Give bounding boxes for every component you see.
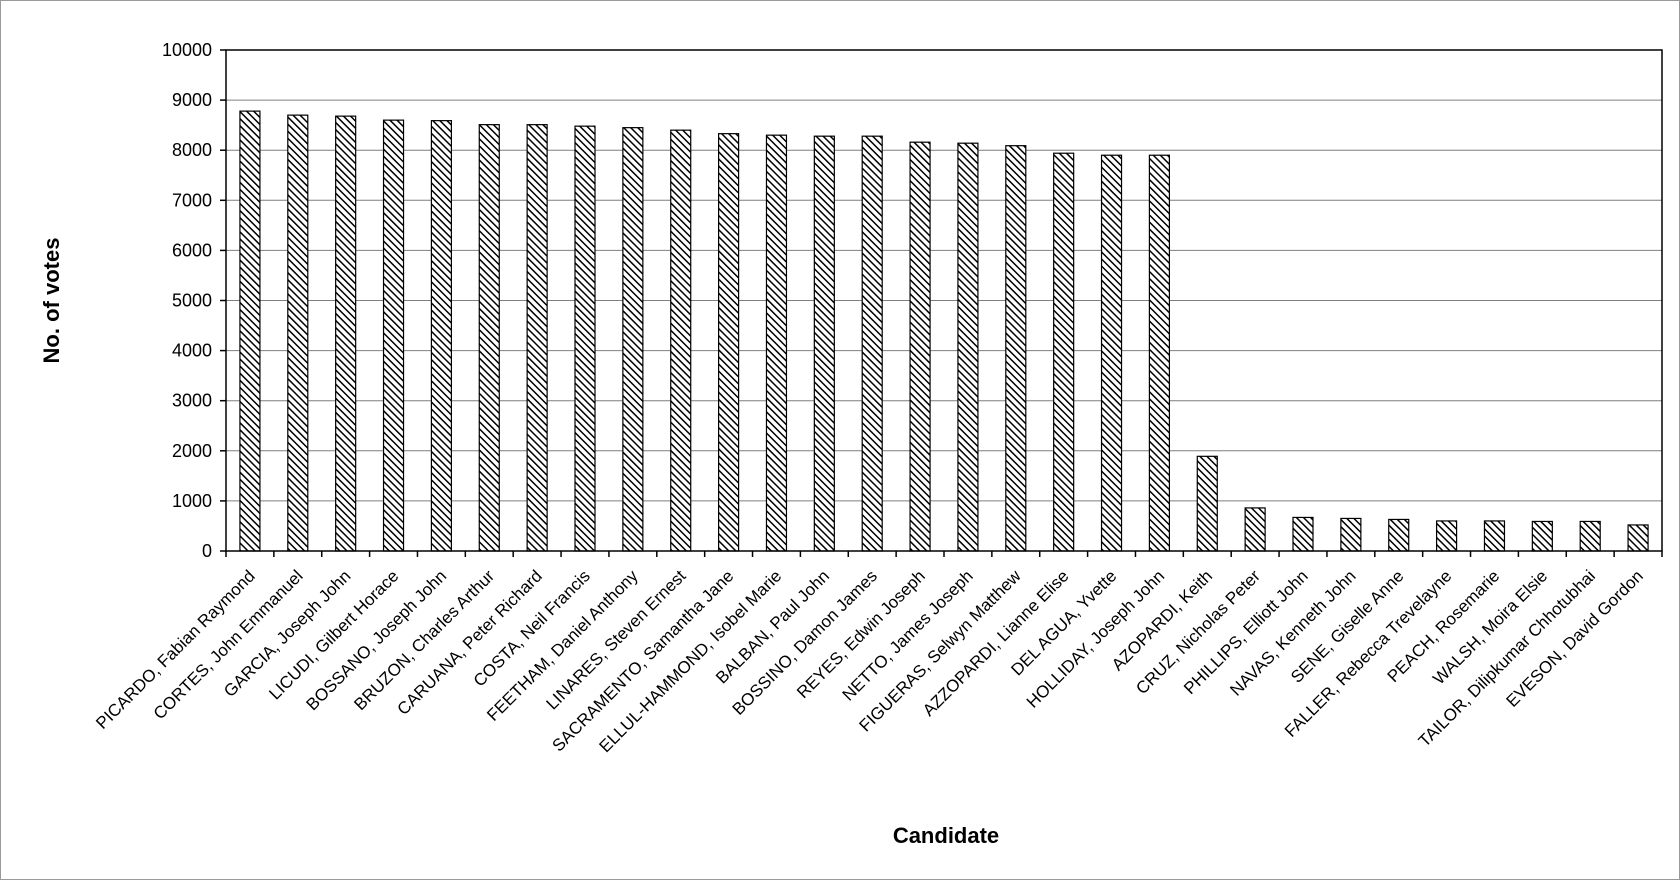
y-tick-label: 7000 — [172, 190, 212, 210]
x-axis-title: Candidate — [893, 823, 999, 848]
bar — [1435, 520, 1458, 552]
bar — [239, 110, 261, 552]
bar — [1483, 520, 1506, 552]
y-tick-label: 10000 — [162, 40, 212, 60]
y-tick-label: 0 — [202, 541, 212, 561]
bar — [1292, 516, 1314, 552]
bar — [287, 114, 309, 552]
bar — [861, 135, 883, 552]
bar — [717, 133, 740, 552]
bar — [813, 135, 835, 552]
bar — [622, 127, 644, 552]
bar — [1244, 507, 1266, 552]
y-axis-title: No. of votes — [39, 238, 64, 364]
x-axis-ticks — [225, 551, 1663, 557]
bar — [526, 124, 548, 552]
bar — [957, 142, 979, 552]
bar — [478, 124, 500, 552]
y-tick-label: 2000 — [172, 441, 212, 461]
bar — [1340, 517, 1362, 552]
y-tick-label: 9000 — [172, 90, 212, 110]
bar — [382, 119, 405, 552]
x-tick-label: TAILOR, Dilipkumar Chhotubhai — [1415, 566, 1599, 750]
bar — [1148, 154, 1171, 552]
y-axis-ticks: 0 1000 2000 3000 4000 5000 6000 7000 8000 9000 100… — [162, 40, 226, 561]
y-tick-label: 1000 — [172, 491, 212, 511]
bar — [574, 125, 596, 552]
bar — [1053, 152, 1075, 552]
y-tick-label: 4000 — [172, 341, 212, 361]
bar — [1005, 145, 1027, 552]
gridlines — [226, 99, 1662, 502]
y-tick-label: 8000 — [172, 140, 212, 160]
bar — [909, 141, 931, 552]
y-tick-label: 6000 — [172, 240, 212, 260]
y-tick-label: 3000 — [172, 391, 212, 411]
bar — [670, 129, 692, 552]
y-tick-label: 5000 — [172, 291, 212, 311]
bar — [335, 115, 357, 552]
bar — [1627, 524, 1649, 552]
bar — [1100, 154, 1123, 552]
bar — [1196, 455, 1218, 552]
bar — [1579, 520, 1601, 552]
bar — [1531, 520, 1553, 552]
bar — [765, 134, 788, 552]
bar — [430, 120, 452, 552]
bar — [1388, 518, 1410, 552]
bars — [239, 110, 1649, 552]
